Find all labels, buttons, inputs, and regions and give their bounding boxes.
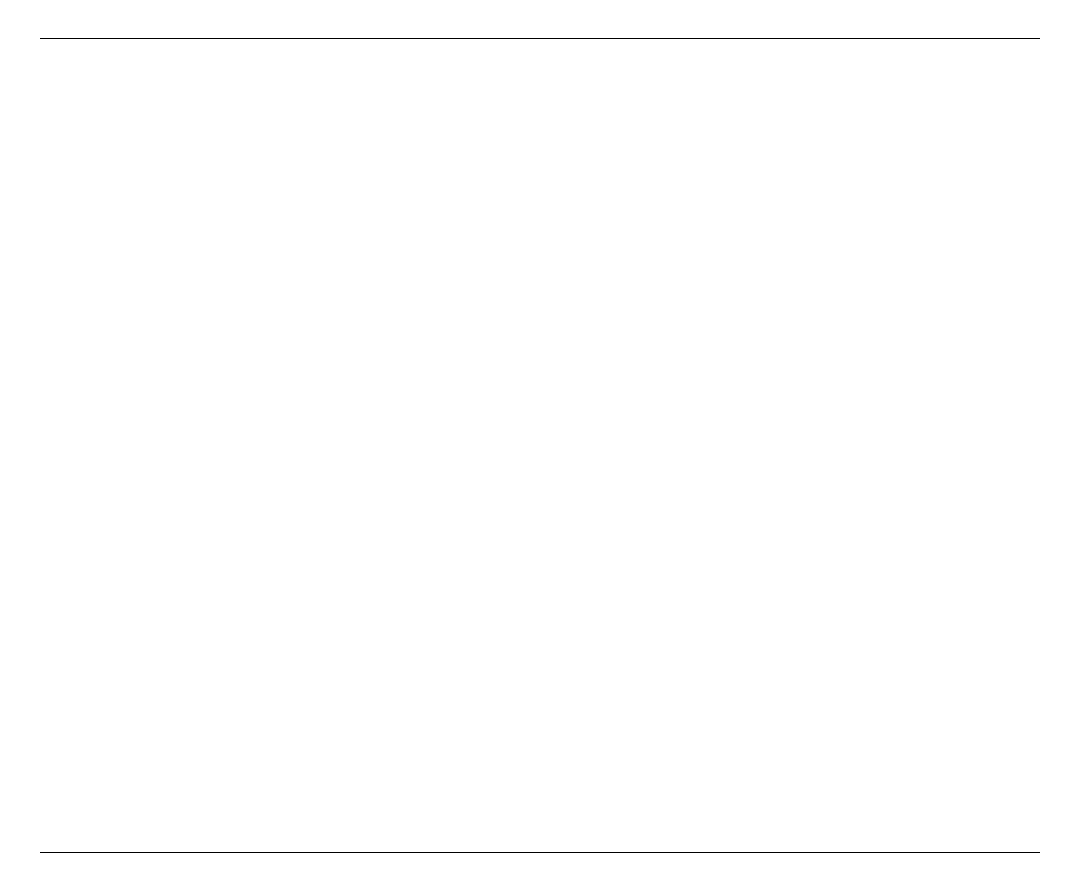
- left-column: [40, 57, 525, 75]
- top-rule: [40, 38, 1040, 39]
- bottom-rule: [40, 852, 1040, 853]
- content-columns: [40, 57, 1040, 75]
- right-column: [555, 57, 1040, 75]
